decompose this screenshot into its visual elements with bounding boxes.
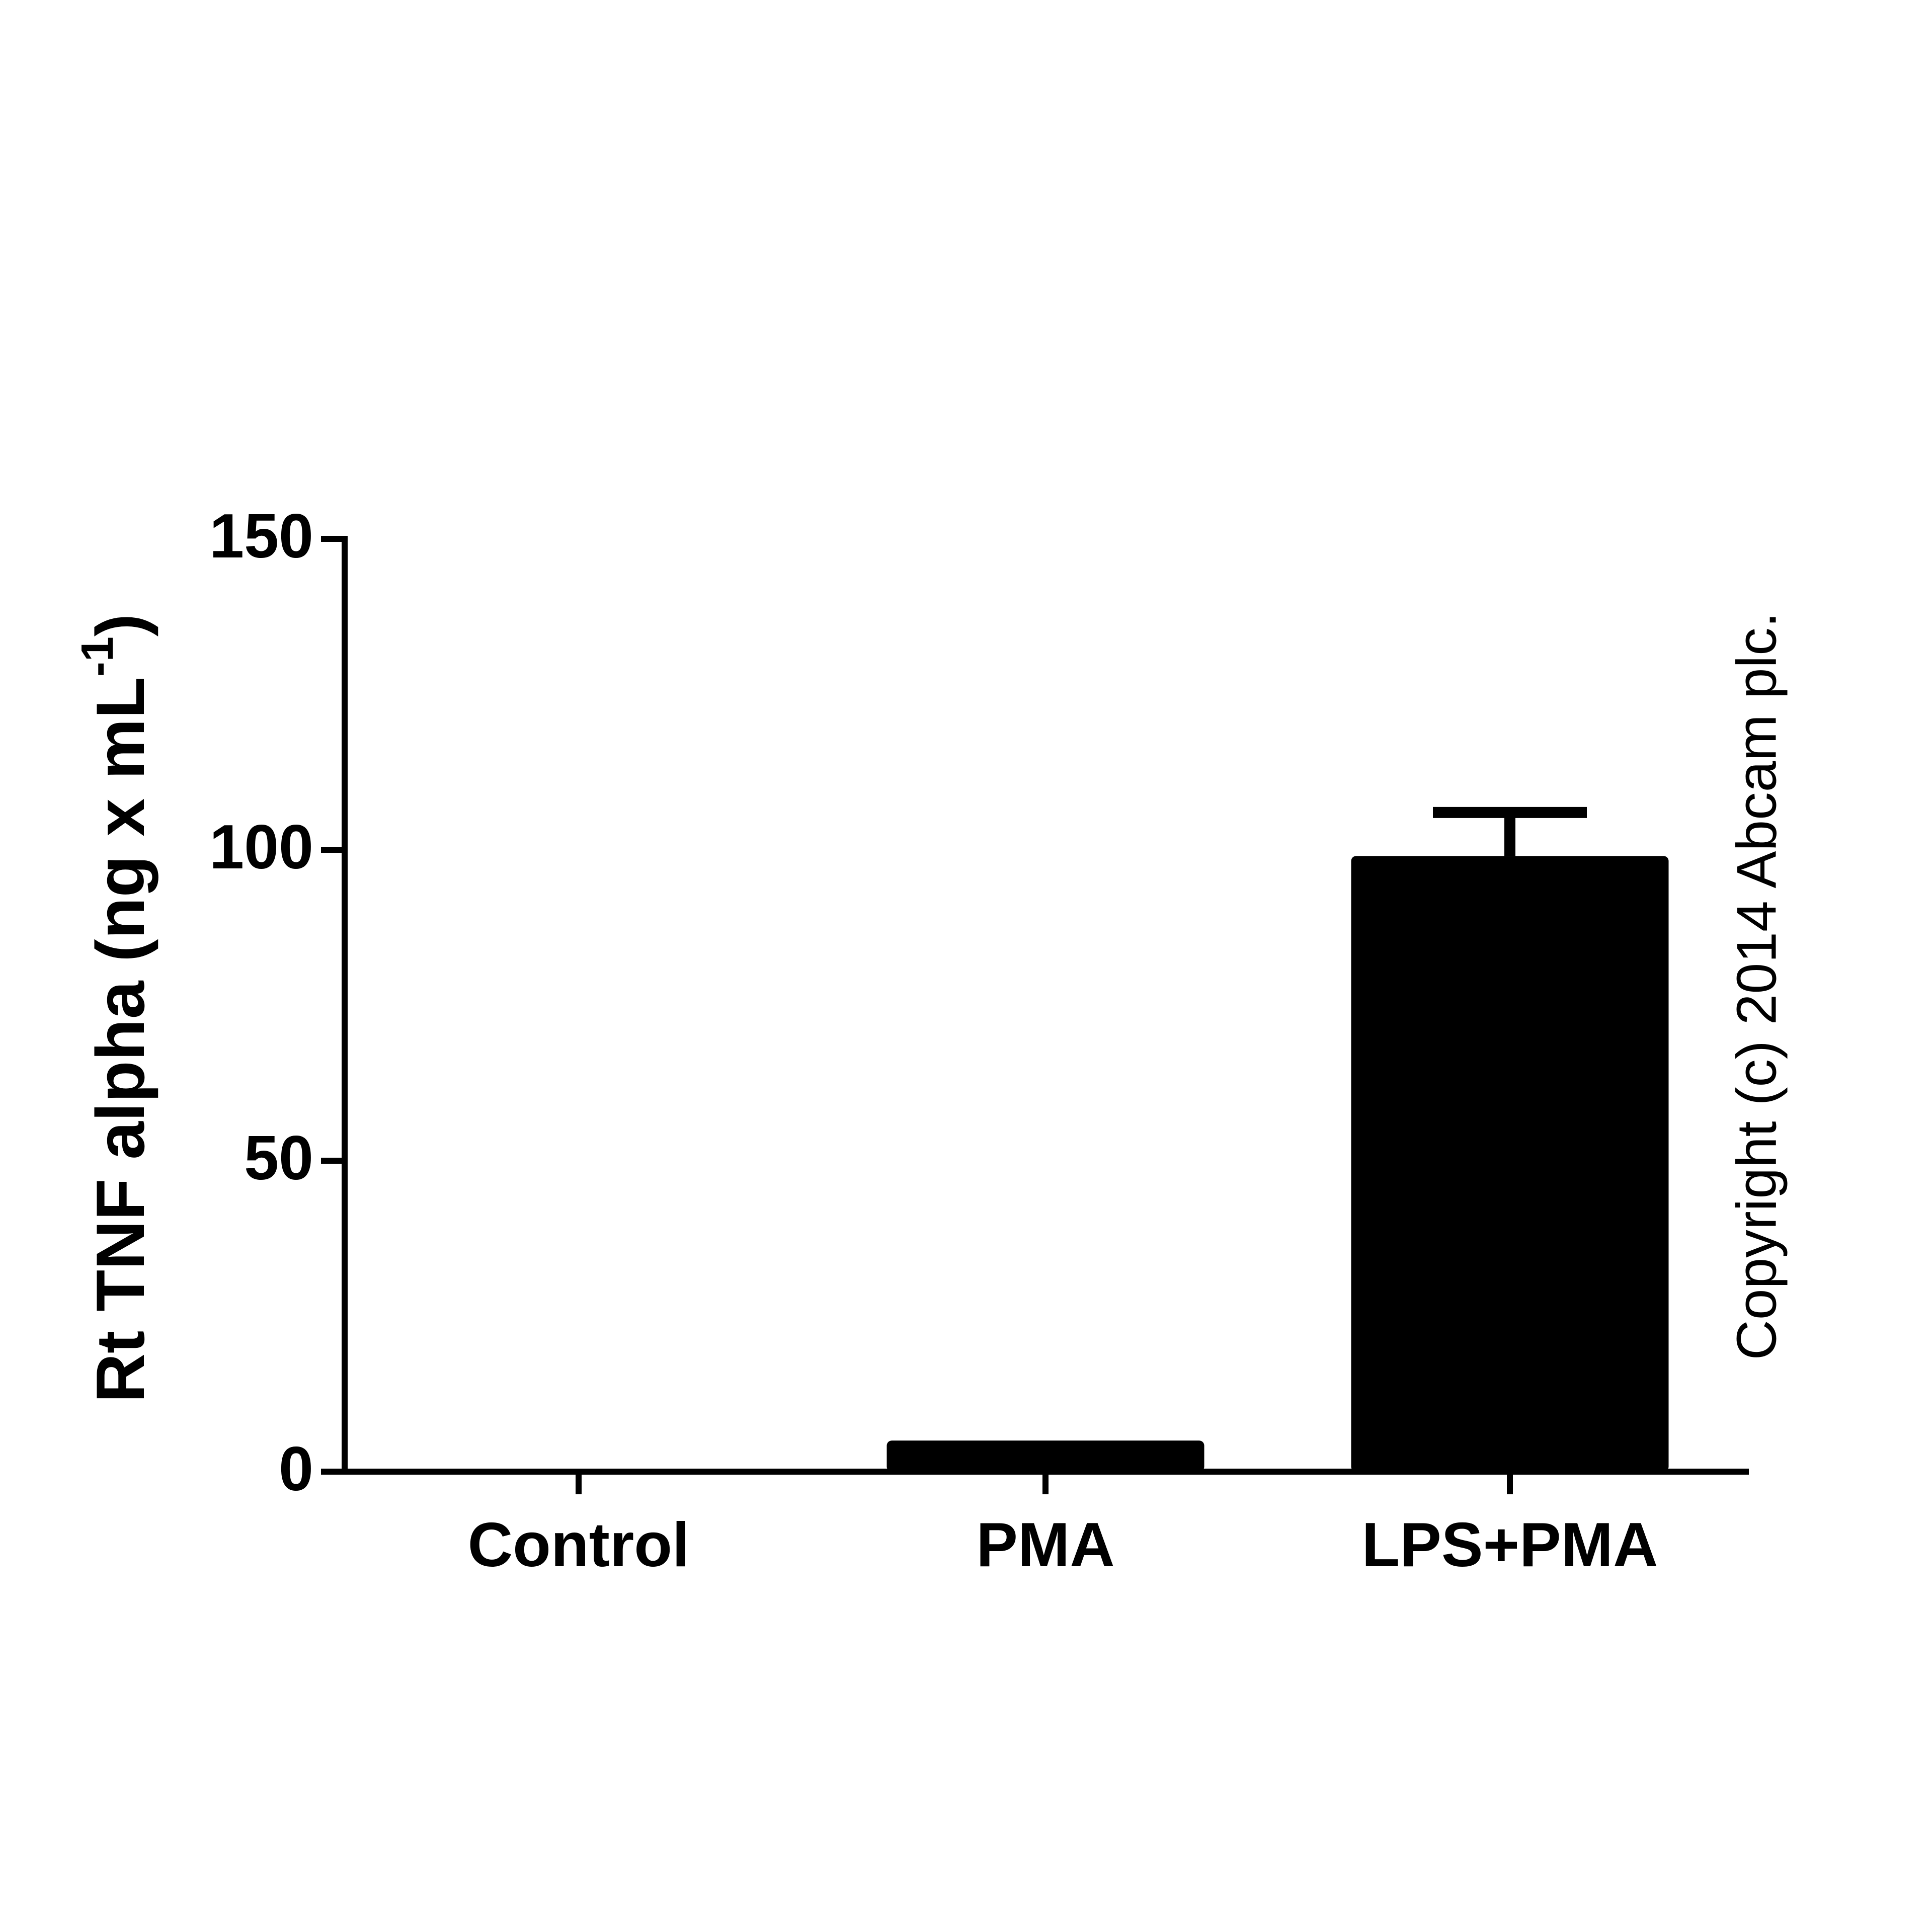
y-axis-label: Rt TNF alpha (ng x mL-1) xyxy=(72,614,158,1403)
bar xyxy=(887,1440,1204,1472)
y-label-close: ) xyxy=(82,614,158,636)
y-tick-label: 0 xyxy=(279,1434,313,1504)
y-label-superscript: -1 xyxy=(72,636,123,677)
y-tick-label: 100 xyxy=(209,813,313,882)
x-tick-label: LPS+PMA xyxy=(1361,1510,1658,1580)
y-tick-label: 150 xyxy=(209,502,313,571)
y-tick-label: 50 xyxy=(244,1123,313,1193)
copyright: Copyright (c) 2014 Abcam plc. xyxy=(1725,612,1788,1360)
y-label-text: Rt TNF alpha (ng x mL xyxy=(82,677,158,1403)
x-tick-label: Control xyxy=(468,1510,690,1580)
bar xyxy=(1351,856,1669,1472)
x-tick-label: PMA xyxy=(976,1510,1115,1580)
